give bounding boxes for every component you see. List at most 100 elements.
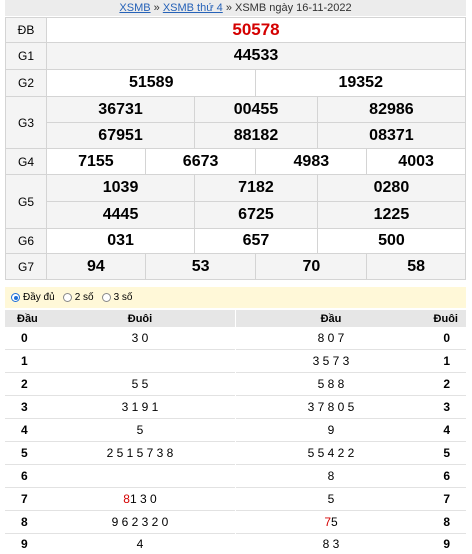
loto-head-digits: 75 (236, 510, 426, 534)
loto-tail-digits: 2 5 1 5 7 3 8 (45, 441, 235, 465)
loto-row: 5 8 8 2 (236, 372, 466, 397)
loto-head-digits: 8 0 7 (236, 327, 426, 351)
loto-digits: 9 (327, 423, 335, 437)
radio-selected-icon[interactable] (11, 293, 20, 302)
loto-tail-digit: 8 (426, 510, 466, 534)
loto-head-digits: 8 (236, 464, 426, 488)
breadcrumb: XSMB » XSMB thứ 4 » XSMB ngày 16-11-2022 (5, 0, 466, 16)
prize-value: 67951 (45, 122, 196, 149)
loto-head-digit: 2 (5, 372, 45, 397)
option-full[interactable]: Đầy đủ (11, 292, 55, 303)
loto-row: 1 (5, 349, 235, 374)
loto-head-digit: 4 (5, 418, 45, 442)
option-2-digits[interactable]: 2 số (62, 292, 94, 303)
prize-value: 44533 (46, 42, 466, 70)
loto-head-digits: 3 7 8 0 5 (236, 395, 426, 420)
loto-digits: 5 5 4 2 2 (307, 445, 355, 460)
loto-highlight-digit: 8 (123, 491, 130, 506)
special-prize-value: 50578 (46, 17, 466, 43)
prize-value: 88182 (194, 122, 318, 149)
breadcrumb-separator: » (150, 2, 163, 14)
breadcrumb-link-xsmb[interactable]: XSMB (119, 2, 151, 14)
loto-row: 8 9 6 2 3 2 0 (5, 510, 235, 534)
loto-digits: 8 0 7 (317, 331, 345, 346)
column-header-duoi: Đuôi (45, 310, 235, 327)
prize-value: 4445 (45, 201, 196, 229)
prize-value: 4983 (255, 148, 368, 175)
prize-value: 6673 (144, 148, 257, 175)
prize-value: 36731 (45, 96, 196, 123)
prize-label: G2 (5, 69, 47, 97)
loto-digits: 3 7 8 0 5 (307, 400, 355, 415)
loto-head-digit: 9 (5, 533, 45, 554)
loto-digits: 9 6 2 3 2 0 (111, 514, 169, 529)
loto-row: 3 5 7 3 1 (236, 349, 466, 374)
prize-value: 51589 (45, 69, 257, 97)
prize-value: 58 (366, 253, 466, 280)
loto-tail-digits: 5 (45, 418, 235, 442)
loto-digits: 5 (327, 491, 335, 506)
option-label: 2 số (74, 292, 94, 303)
prize-value: 08371 (316, 122, 467, 149)
loto-tail-digit: 9 (426, 533, 466, 554)
prize-value: 0280 (316, 174, 467, 202)
loto-head-digit: 5 (5, 441, 45, 465)
loto-highlight-digit: 7 (324, 514, 331, 529)
loto-digits: 8 (327, 468, 335, 483)
prize-value: 657 (194, 228, 318, 254)
loto-tail-digits: 3 0 (45, 327, 235, 351)
option-label: 3 số (113, 292, 133, 303)
display-options: Đầy đủ 2 số 3 số (5, 287, 466, 308)
prize-value: 1039 (45, 174, 196, 202)
loto-digits: 5 5 (131, 377, 149, 392)
loto-row: 0 3 0 (5, 327, 235, 351)
prize-label: G5 (5, 174, 47, 229)
prize-value: 1225 (316, 201, 467, 229)
radio-icon[interactable] (62, 293, 72, 302)
prize-value: 82986 (316, 96, 467, 123)
loto-digits: 5 (136, 423, 144, 437)
loto-head-digit: 6 (5, 464, 45, 488)
breadcrumb-link-xsmb-thu4[interactable]: XSMB thứ 4 (162, 2, 223, 14)
loto-row: 5 2 5 1 5 7 3 8 (5, 441, 235, 465)
prize-value: 7155 (46, 148, 146, 175)
loto-tail-digits: 9 6 2 3 2 0 (45, 510, 235, 534)
loto-digits: 3 1 9 1 (121, 400, 159, 415)
column-header-dau: Đầu (236, 310, 426, 327)
prize-label: G6 (5, 228, 47, 254)
option-3-digits[interactable]: 3 số (101, 292, 133, 303)
loto-row: 75 8 (236, 510, 466, 534)
prize-value: 7182 (194, 174, 318, 202)
loto-head-digits: 5 (236, 487, 426, 511)
prize-label: G4 (5, 148, 47, 175)
loto-digits: 5 8 8 (317, 377, 345, 392)
loto-tail-digits (45, 464, 235, 488)
prize-value: 70 (255, 253, 368, 280)
loto-head-digits: 9 (236, 418, 426, 442)
prize-value: 500 (316, 228, 467, 254)
prize-value: 19352 (255, 69, 466, 97)
loto-digits: 2 5 1 5 7 3 8 (106, 445, 174, 460)
loto-head-digit: 0 (5, 327, 45, 351)
column-header-dau: Đầu (5, 310, 45, 327)
loto-head-digit: 8 (5, 510, 45, 534)
loto-digits: 3 0 (131, 331, 149, 346)
prize-value: 6725 (194, 201, 318, 229)
breadcrumb-current: XSMB ngày 16-11-2022 (235, 2, 352, 14)
prize-label: G1 (5, 42, 47, 70)
radio-icon[interactable] (101, 293, 111, 302)
prize-value: 00455 (194, 96, 318, 123)
loto-digits: 3 5 7 3 (312, 354, 350, 369)
prize-value: 031 (45, 228, 196, 254)
loto-row: 3 3 1 9 1 (5, 395, 235, 420)
loto-tail-digit: 1 (426, 349, 466, 374)
loto-digits: 5 (331, 514, 338, 529)
prize-label: G3 (5, 96, 47, 149)
loto-tail-digit: 0 (426, 327, 466, 351)
prize-label: G7 (5, 253, 47, 280)
